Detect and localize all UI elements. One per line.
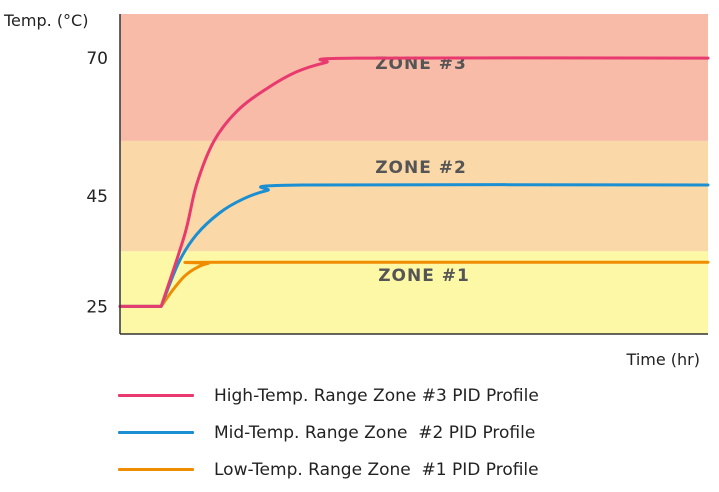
legend: High-Temp. Range Zone #3 PID Profile Mid… [118, 377, 539, 488]
axes [119, 14, 708, 335]
zone-band-3 [120, 14, 708, 141]
zone-bands [120, 14, 708, 334]
series-line-high [118, 56, 710, 308]
zone-band-1 [120, 251, 708, 334]
legend-swatch-high [118, 394, 194, 397]
legend-swatch-low [118, 468, 194, 471]
legend-label-high: High-Temp. Range Zone #3 PID Profile [214, 385, 539, 406]
legend-item-low: Low-Temp. Range Zone #1 PID Profile [118, 451, 539, 488]
y-tick-labels: 25 45 70 [86, 49, 108, 317]
zone-label-2: ZONE #2 [375, 158, 467, 178]
zone-label-1: ZONE #1 [378, 266, 470, 286]
series-lines [118, 56, 710, 308]
y-tick-label: 45 [86, 187, 108, 207]
legend-item-mid: Mid-Temp. Range Zone #2 PID Profile [118, 414, 539, 451]
legend-label-mid: Mid-Temp. Range Zone #2 PID Profile [214, 422, 536, 443]
legend-swatch-mid [118, 431, 194, 434]
series-line-mid [118, 183, 710, 308]
series-line-low [118, 260, 710, 308]
x-axis-label: Time (hr) [626, 350, 700, 369]
legend-item-high: High-Temp. Range Zone #3 PID Profile [118, 377, 539, 414]
y-axis-label: Temp. (°C) [3, 11, 88, 30]
zone-band-2 [120, 140, 708, 252]
y-tick-label: 25 [86, 297, 108, 317]
y-tick-label: 70 [86, 49, 108, 69]
legend-label-low: Low-Temp. Range Zone #1 PID Profile [214, 459, 539, 480]
